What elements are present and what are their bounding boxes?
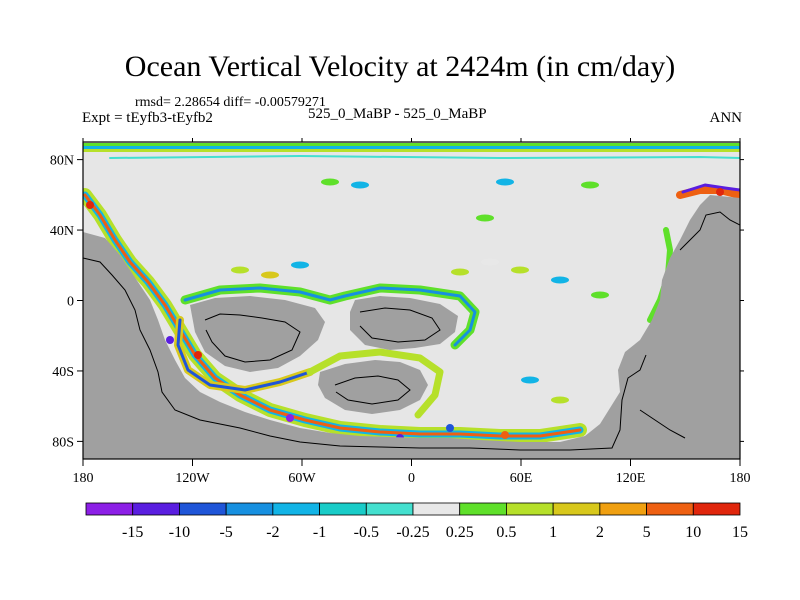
colorbar-swatch <box>319 502 367 516</box>
arctic-band <box>83 146 740 149</box>
anomaly-spot <box>286 414 294 422</box>
colorbar-label: -5 <box>219 524 232 541</box>
land-central-continent-a <box>190 296 325 372</box>
x-tick-label: 0 <box>408 471 415 486</box>
anomaly-band <box>176 318 312 392</box>
colorbar: -15 -10 -5 -2 -1 -0.5 -0.25 0.25 0.5 1 2 5 10 15 <box>85 502 748 541</box>
case-names: 525_0_MaBP - 525_0_MaBP <box>308 106 487 122</box>
anomaly-band <box>676 186 740 199</box>
season-label: ANN <box>709 110 743 126</box>
y-tick-label: 40S <box>52 365 74 380</box>
colorbar-label: -1 <box>313 524 326 541</box>
anomaly-patch <box>481 258 499 266</box>
y-axis: 80N 40N 0 40S 80S <box>50 154 744 450</box>
x-tick-label: 120E <box>616 471 646 486</box>
anomaly-patch <box>511 266 529 274</box>
colorbar-label: 10 <box>685 524 701 541</box>
anomaly-band <box>183 286 477 347</box>
anomaly-spot <box>716 188 724 196</box>
x-tick-label: 60E <box>510 471 533 486</box>
anomaly-patch <box>351 181 369 189</box>
land-southern-island <box>318 360 428 414</box>
colorbar-swatch <box>272 502 320 516</box>
colorbar-label: -0.25 <box>396 524 429 541</box>
anomaly-spot <box>446 424 454 432</box>
anomaly-spot <box>501 431 509 439</box>
colorbar-swatch <box>179 502 227 516</box>
anomaly-band <box>306 348 444 419</box>
x-tick-label: 180 <box>73 471 94 486</box>
colorbar-label: 5 <box>643 524 651 541</box>
experiment-label: Expt = tEyfb3-tEyfb2 <box>82 110 213 126</box>
anomaly-patch <box>231 266 249 274</box>
colorbar-swatch <box>459 502 507 516</box>
anomaly-patch <box>496 178 514 186</box>
anomaly-patch <box>451 268 469 276</box>
colorbar-label: 2 <box>596 524 604 541</box>
anomaly-band <box>83 193 582 438</box>
x-axis: 180 120W 60W 0 60E 120E 180 <box>73 138 751 486</box>
y-tick-label: 40N <box>50 224 74 239</box>
arctic-band <box>83 143 740 146</box>
stats-text: rmsd= 2.28654 diff= -0.00579271 <box>135 95 326 110</box>
colorbar-swatch <box>412 502 461 516</box>
anomaly-band <box>681 183 740 194</box>
colorbar-swatch <box>365 502 414 516</box>
anomaly-patch <box>321 178 339 186</box>
y-tick-label: 80N <box>50 154 74 169</box>
colorbar-label: -0.5 <box>354 524 379 541</box>
colorbar-label: 15 <box>732 524 748 541</box>
anomaly-patch <box>291 261 309 269</box>
chart-title: Ocean Vertical Velocity at 2424m (in cm/… <box>124 50 676 83</box>
anomaly-patch <box>551 396 569 404</box>
coastlines <box>83 211 740 451</box>
anomaly-band <box>109 155 740 159</box>
colorbar-swatch <box>85 502 134 516</box>
colorbar-swatch <box>552 502 601 516</box>
colorbar-swatch <box>132 502 180 516</box>
arctic-band <box>83 149 740 152</box>
x-tick-label: 120W <box>175 471 210 486</box>
colorbar-label: -10 <box>169 524 190 541</box>
anomaly-bands <box>83 143 740 443</box>
anomaly-patch <box>591 291 609 299</box>
anomaly-patch <box>581 181 599 189</box>
anomaly-patch <box>551 276 569 284</box>
colorbar-swatch <box>599 502 647 516</box>
colorbar-label: -2 <box>266 524 279 541</box>
colorbar-swatch <box>646 502 694 516</box>
anomaly-patch <box>521 376 539 384</box>
colorbar-label: 1 <box>549 524 557 541</box>
x-tick-label: 60W <box>288 471 316 486</box>
anomaly-spot <box>86 201 94 209</box>
y-tick-label: 0 <box>67 295 74 310</box>
anomaly-patch <box>476 214 494 222</box>
colorbar-label: -15 <box>122 524 143 541</box>
colorbar-swatch <box>225 502 274 516</box>
colorbar-swatch <box>506 502 554 516</box>
anomaly-patch <box>261 271 279 279</box>
colorbar-label: 0.5 <box>496 524 516 541</box>
anomaly-spot <box>166 336 174 344</box>
y-tick-label: 80S <box>52 435 74 450</box>
x-tick-label: 180 <box>730 471 751 486</box>
map-field <box>83 143 740 459</box>
colorbar-swatch <box>692 502 741 516</box>
anomaly-spot <box>194 351 202 359</box>
colorbar-label: 0.25 <box>446 524 474 541</box>
